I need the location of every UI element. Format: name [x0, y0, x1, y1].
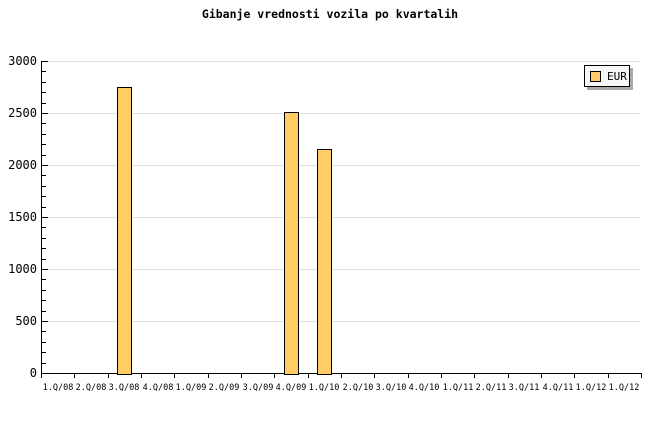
x-axis-label: 4.Q/09 — [275, 383, 307, 393]
y-minor-tick — [42, 238, 46, 239]
x-axis-tick — [74, 374, 75, 378]
x-axis-label: 3.Q/11 — [508, 383, 540, 393]
chart-title: Gibanje vrednosti vozila po kvartalih — [201, 7, 459, 21]
x-axis-tick — [508, 374, 509, 378]
x-axis-label: 2.Q/10 — [342, 383, 374, 393]
x-axis-label: 1.Q/11 — [442, 383, 474, 393]
x-axis-label: 1.Q/10 — [308, 383, 340, 393]
x-axis-label: 4.Q/08 — [142, 383, 174, 393]
y-minor-tick — [42, 352, 46, 353]
y-minor-tick — [42, 186, 46, 187]
x-axis-label: 3.Q/09 — [242, 383, 274, 393]
x-axis-tick — [174, 374, 175, 378]
y-axis-line — [41, 61, 42, 374]
bar-4q09 — [284, 112, 299, 375]
y-gridline — [42, 165, 641, 166]
y-minor-tick — [42, 155, 46, 156]
y-minor-tick — [42, 248, 46, 249]
bar-3q08 — [117, 87, 132, 375]
y-major-tick — [42, 269, 48, 270]
x-axis-label: 1.Q/08 — [42, 383, 74, 393]
x-axis-tick — [108, 374, 109, 378]
y-minor-tick — [42, 175, 46, 176]
y-major-tick — [42, 61, 48, 62]
x-axis-label: 1.Q/12 — [575, 383, 607, 393]
x-axis-tick — [408, 374, 409, 378]
y-axis-label: 2500 — [8, 106, 37, 120]
x-axis-tick — [241, 374, 242, 378]
y-minor-tick — [42, 342, 46, 343]
x-axis-tick — [208, 374, 209, 378]
y-minor-tick — [42, 331, 46, 332]
y-axis-label: 1500 — [8, 210, 37, 224]
x-axis-label: 3.Q/10 — [375, 383, 407, 393]
bar-1q10 — [317, 149, 332, 375]
y-minor-tick — [42, 196, 46, 197]
x-axis-tick — [474, 374, 475, 378]
x-axis-label: 4.Q/11 — [542, 383, 574, 393]
y-gridline — [42, 269, 641, 270]
legend-label: EUR — [607, 69, 627, 83]
legend: EUR — [584, 65, 630, 87]
x-axis-tick — [374, 374, 375, 378]
y-minor-tick — [42, 227, 46, 228]
x-axis-tick — [608, 374, 609, 378]
y-minor-tick — [42, 71, 46, 72]
y-axis-label: 2000 — [8, 158, 37, 172]
y-minor-tick — [42, 82, 46, 83]
y-axis-label: 500 — [15, 314, 37, 328]
x-axis-tick — [141, 374, 142, 378]
x-axis-tick — [641, 374, 642, 378]
y-minor-tick — [42, 259, 46, 260]
y-gridline — [42, 217, 641, 218]
x-axis-tick — [41, 374, 42, 378]
y-axis-label: 3000 — [8, 54, 37, 68]
y-axis-label: 0 — [29, 366, 37, 380]
x-axis-label: 2.Q/08 — [75, 383, 107, 393]
y-gridline — [42, 61, 641, 62]
y-minor-tick — [42, 300, 46, 301]
y-axis-label: 1000 — [8, 262, 37, 276]
y-minor-tick — [42, 207, 46, 208]
y-major-tick — [42, 217, 48, 218]
x-axis-label: 1.Q/09 — [175, 383, 207, 393]
x-axis-label: 3.Q/08 — [108, 383, 140, 393]
x-axis-tick — [274, 374, 275, 378]
x-axis-label: 4.Q/10 — [408, 383, 440, 393]
x-axis-tick — [308, 374, 309, 378]
y-minor-tick — [42, 279, 46, 280]
y-minor-tick — [42, 103, 46, 104]
y-major-tick — [42, 321, 48, 322]
x-axis-label: 1.Q/12 — [608, 383, 640, 393]
x-axis-tick — [441, 374, 442, 378]
x-axis-label: 2.Q/09 — [208, 383, 240, 393]
y-minor-tick — [42, 311, 46, 312]
y-major-tick — [42, 165, 48, 166]
y-minor-tick — [42, 134, 46, 135]
y-gridline — [42, 321, 641, 322]
x-axis-label: 2.Q/11 — [475, 383, 507, 393]
y-minor-tick — [42, 123, 46, 124]
x-axis-tick — [341, 374, 342, 378]
y-major-tick — [42, 113, 48, 114]
x-axis-tick — [541, 374, 542, 378]
x-axis-line — [41, 373, 642, 374]
y-minor-tick — [42, 144, 46, 145]
y-gridline — [42, 113, 641, 114]
x-axis-tick — [574, 374, 575, 378]
y-minor-tick — [42, 290, 46, 291]
y-minor-tick — [42, 92, 46, 93]
y-minor-tick — [42, 363, 46, 364]
legend-swatch-eur-icon — [590, 70, 601, 82]
